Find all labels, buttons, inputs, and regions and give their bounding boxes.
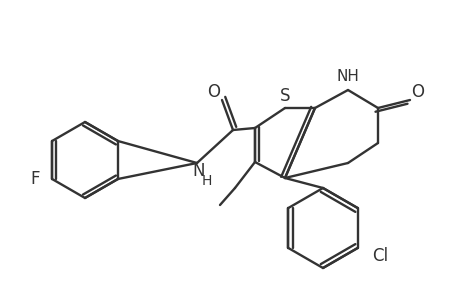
Text: H: H: [202, 174, 212, 188]
Text: S: S: [279, 87, 290, 105]
Text: NH: NH: [336, 68, 358, 83]
Text: N: N: [192, 162, 205, 180]
Text: F: F: [31, 170, 40, 188]
Text: Cl: Cl: [371, 247, 387, 265]
Text: O: O: [207, 83, 220, 101]
Text: O: O: [411, 83, 424, 101]
